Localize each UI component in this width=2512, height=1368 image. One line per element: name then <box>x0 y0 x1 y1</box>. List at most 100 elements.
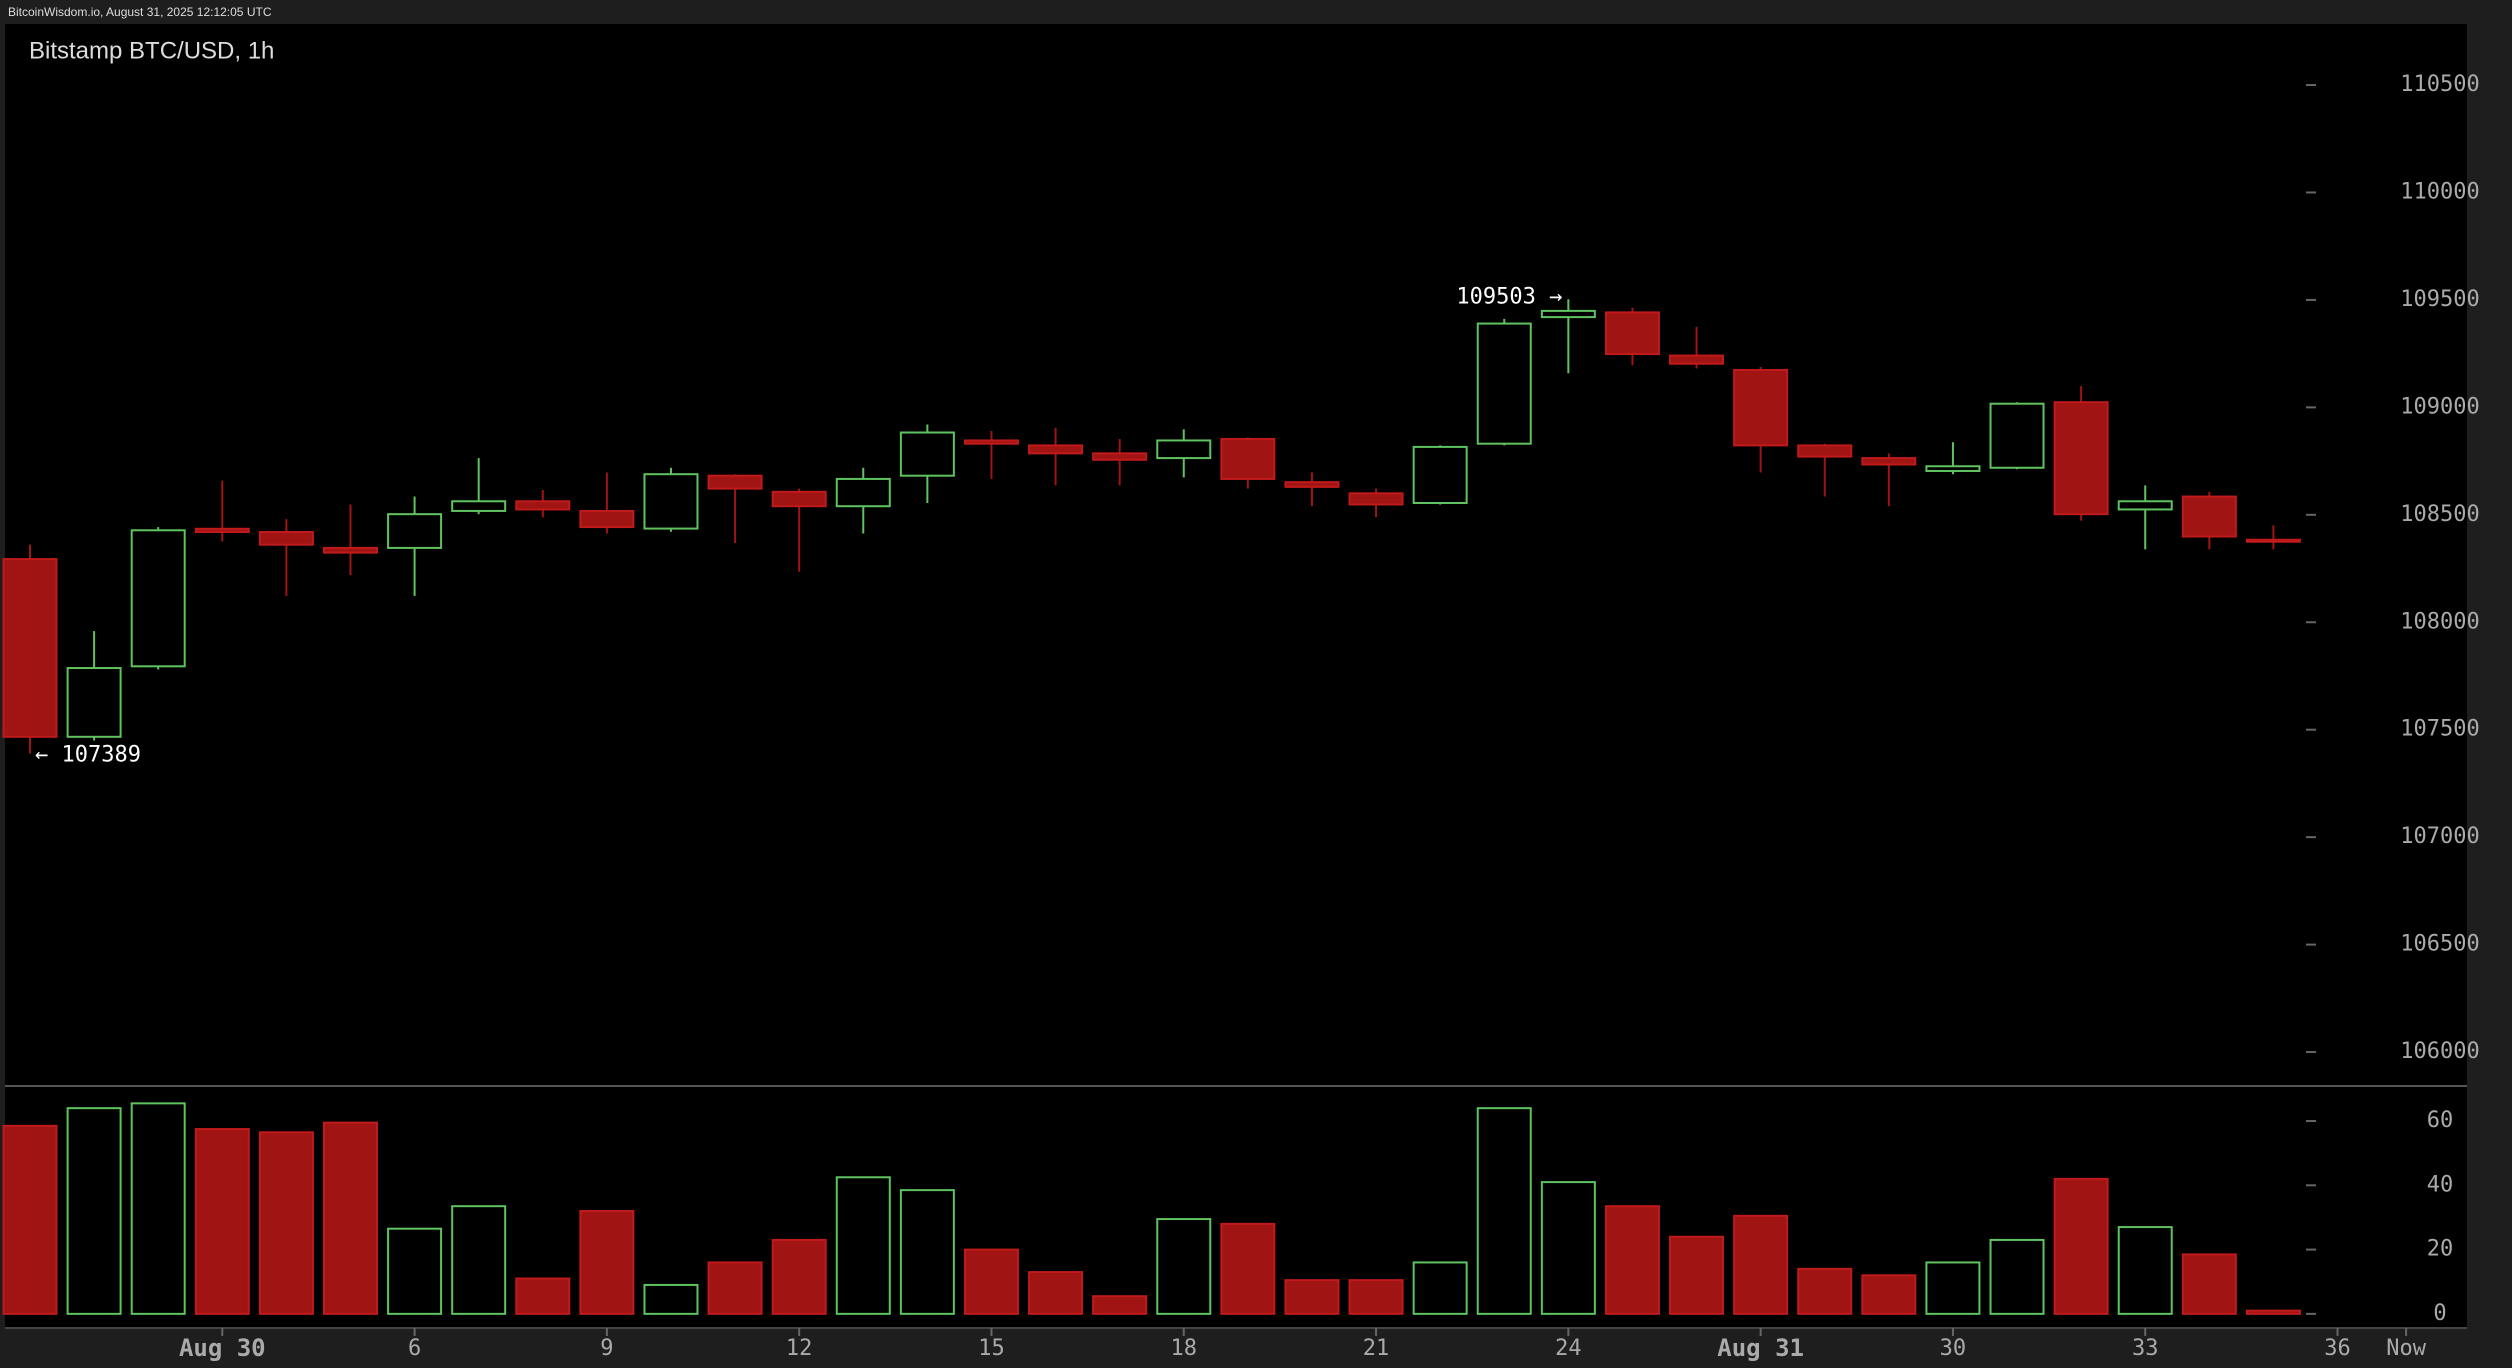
candle-body <box>1348 492 1404 506</box>
volume-bar <box>771 1238 827 1315</box>
volume-bar <box>1925 1261 1981 1315</box>
candle-body <box>387 513 443 549</box>
x-tick-label: Aug 30 <box>179 1334 266 1362</box>
y-tick-label: 107500 <box>2400 717 2479 742</box>
volume-bar <box>1989 1238 2045 1315</box>
y-tick-label: 106500 <box>2400 932 2479 957</box>
volume-bar <box>515 1277 571 1315</box>
candle-body <box>707 474 763 490</box>
volume-bar <box>1220 1222 1276 1315</box>
candle-body <box>899 431 955 477</box>
x-tick-label: 24 <box>1555 1336 1582 1361</box>
candle-body <box>451 500 507 512</box>
candle-body <box>963 439 1019 445</box>
candle-body <box>2117 500 2173 511</box>
volume-bar <box>2117 1226 2173 1315</box>
y-tick-label: 106000 <box>2400 1039 2479 1064</box>
chart-panel <box>5 24 2467 1328</box>
y-tick-label: 20 <box>2427 1237 2454 1262</box>
volume-bar <box>2181 1253 2237 1315</box>
candle-body <box>2 558 58 738</box>
candle-body <box>2181 495 2237 538</box>
volume-bar <box>66 1107 122 1315</box>
x-tick-label: 30 <box>1940 1336 1967 1361</box>
volume-bar <box>1412 1261 1468 1315</box>
candle-body <box>1540 309 1596 319</box>
y-tick-label: 109500 <box>2400 287 2479 312</box>
volume-bar <box>258 1131 314 1315</box>
y-tick-label: 60 <box>2427 1108 2454 1133</box>
volume-bar <box>1797 1267 1853 1315</box>
candle-body <box>1412 445 1468 504</box>
x-tick-label: 21 <box>1363 1336 1390 1361</box>
candle-body <box>194 527 250 534</box>
y-tick-label: 110500 <box>2400 72 2479 97</box>
volume-bar <box>1092 1295 1148 1315</box>
candle-body <box>1925 465 1981 472</box>
volume-bar <box>899 1189 955 1315</box>
top-bar <box>0 0 2512 24</box>
x-tick-label: Now <box>2386 1336 2426 1361</box>
y-tick-label: 0 <box>2433 1301 2446 1326</box>
y-tick-label: 108500 <box>2400 502 2479 527</box>
candle-body <box>1733 368 1789 447</box>
y-tick-label: 110000 <box>2400 179 2479 204</box>
x-tick-label: 18 <box>1171 1336 1198 1361</box>
volume-bar <box>2053 1177 2109 1315</box>
candle-body <box>643 473 699 530</box>
x-tick-label: 6 <box>408 1336 421 1361</box>
candle-body <box>1797 444 1853 458</box>
volume-bar <box>1733 1214 1789 1315</box>
volume-bar <box>1540 1181 1596 1315</box>
candle-body <box>1861 457 1917 466</box>
candle-body <box>258 531 314 546</box>
candle-body <box>1476 322 1532 445</box>
x-tick-label: Aug 31 <box>1717 1334 1804 1362</box>
volume-bar <box>322 1121 378 1315</box>
volume-bar <box>1604 1205 1660 1315</box>
candle-body <box>579 509 635 529</box>
candle-body <box>1220 437 1276 480</box>
candle-body <box>322 546 378 554</box>
candle-body <box>2053 401 2109 516</box>
volume-bar <box>835 1176 891 1315</box>
volume-bar <box>1284 1279 1340 1315</box>
candle-body <box>1092 452 1148 461</box>
volume-bar <box>2245 1309 2301 1315</box>
x-tick-label: 36 <box>2324 1336 2351 1361</box>
volume-bar <box>130 1102 186 1315</box>
y-tick-label: 107000 <box>2400 824 2479 849</box>
candle-body <box>2245 538 2301 543</box>
annotation: 109503 → <box>1456 284 1562 309</box>
candle-body <box>1284 481 1340 488</box>
candle-body <box>66 667 122 738</box>
candle-body <box>1604 311 1660 356</box>
candle-body <box>1156 439 1212 460</box>
x-tick-label: 9 <box>600 1336 613 1361</box>
x-tick-label: 12 <box>786 1336 813 1361</box>
candle-body <box>1989 402 2045 469</box>
volume-bar <box>1669 1235 1725 1315</box>
volume-bar <box>387 1227 443 1315</box>
volume-bar <box>1476 1107 1532 1315</box>
annotation: ← 107389 <box>35 743 141 768</box>
volume-bar <box>1861 1274 1917 1315</box>
candle-body <box>1669 354 1725 365</box>
chart-title: Bitstamp BTC/USD, 1h <box>29 37 274 64</box>
y-tick-label: 109000 <box>2400 394 2479 419</box>
candle-body <box>835 477 891 508</box>
x-tick-label: 33 <box>2132 1336 2159 1361</box>
y-tick-label: 40 <box>2427 1172 2454 1197</box>
candle-body <box>130 529 186 668</box>
volume-bar <box>1348 1279 1404 1315</box>
volume-bar <box>2 1124 58 1315</box>
volume-bar <box>579 1210 635 1315</box>
x-tick-label: 15 <box>978 1336 1005 1361</box>
candle-body <box>771 490 827 508</box>
candle-body <box>515 500 571 511</box>
volume-bar <box>1028 1271 1084 1315</box>
volume-bar <box>643 1283 699 1315</box>
y-tick-label: 108000 <box>2400 609 2479 634</box>
